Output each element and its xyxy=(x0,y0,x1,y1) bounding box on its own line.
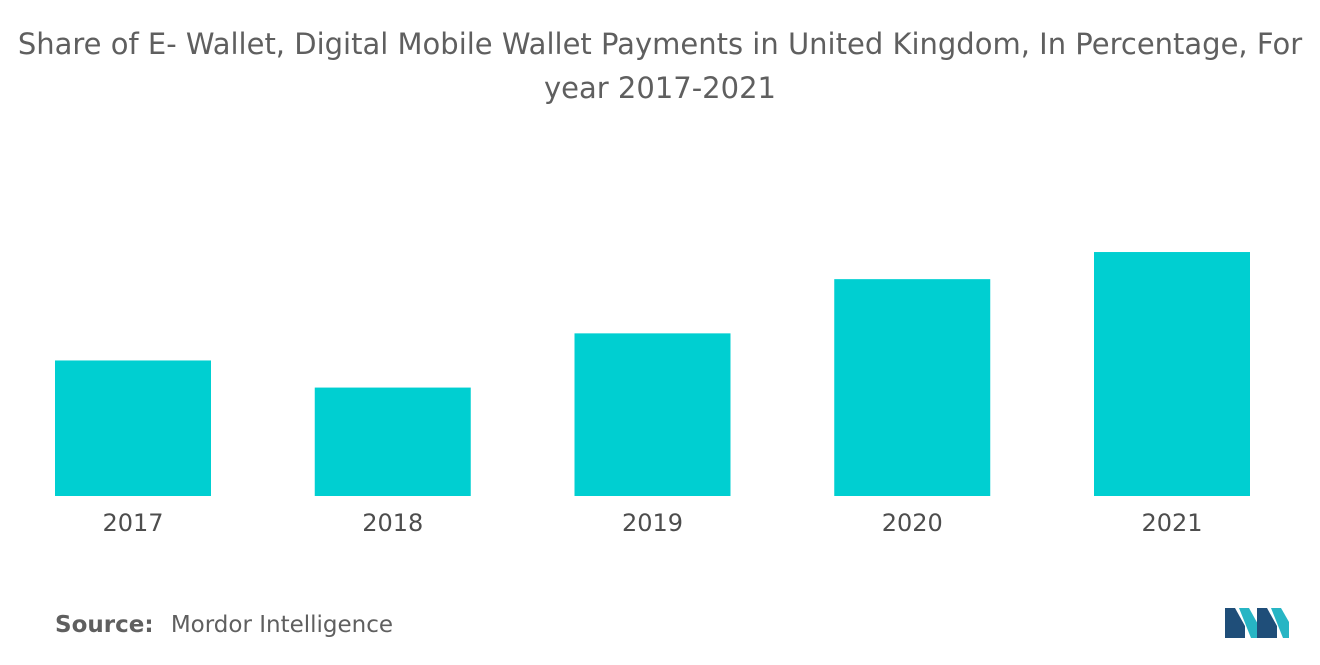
x-tick-label-2017: 2017 xyxy=(102,509,163,537)
bar-2018 xyxy=(314,387,471,496)
chart-title-line-1: Share of E- Wallet, Digital Mobile Walle… xyxy=(17,27,1303,61)
bar-chart: 2017 2018 2019 2020 2021 xyxy=(55,252,1250,537)
bar-2017 xyxy=(55,360,211,496)
bar-2019 xyxy=(574,333,731,496)
x-tick-label-2019: 2019 xyxy=(622,509,683,537)
source-label: Source: xyxy=(55,612,154,638)
chart-title: Share of E- Wallet, Digital Mobile Walle… xyxy=(0,22,1320,110)
source-text: Mordor Intelligence xyxy=(170,612,394,638)
mordor-intelligence-logo-icon xyxy=(1225,608,1289,638)
x-tick-label-2020: 2020 xyxy=(882,509,943,537)
bar-2021 xyxy=(1094,252,1250,496)
source-note: Source: Mordor Intelligence xyxy=(55,612,393,638)
bar-2020 xyxy=(834,279,991,496)
chart-title-line-2: year 2017-2021 xyxy=(544,71,776,105)
x-tick-label-2021: 2021 xyxy=(1141,509,1202,537)
x-tick-label-2018: 2018 xyxy=(362,509,423,537)
